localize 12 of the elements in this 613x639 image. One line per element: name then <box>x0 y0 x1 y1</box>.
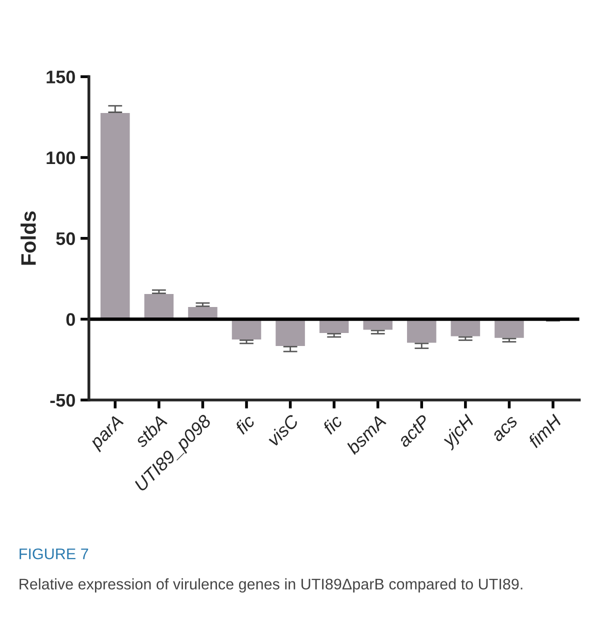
x-tick-label: visC <box>266 413 300 447</box>
x-tick-label: fic <box>234 413 256 435</box>
y-axis-title: Folds <box>20 211 36 265</box>
x-tick-label: fic <box>322 413 344 435</box>
y-tick-label: 50 <box>56 232 75 246</box>
x-tick-label: acs <box>492 416 518 442</box>
caption: FIGURE 7 <box>20 548 88 560</box>
y-tick-label: 0 <box>66 313 75 326</box>
text: Relative expression of virulence genes in UTI89ΔparB compared to UTI89. <box>20 578 522 593</box>
y-tick-label: -50 <box>50 394 75 407</box>
y-tick-label: 150 <box>46 70 75 84</box>
y-tick-label: 100 <box>46 151 75 164</box>
